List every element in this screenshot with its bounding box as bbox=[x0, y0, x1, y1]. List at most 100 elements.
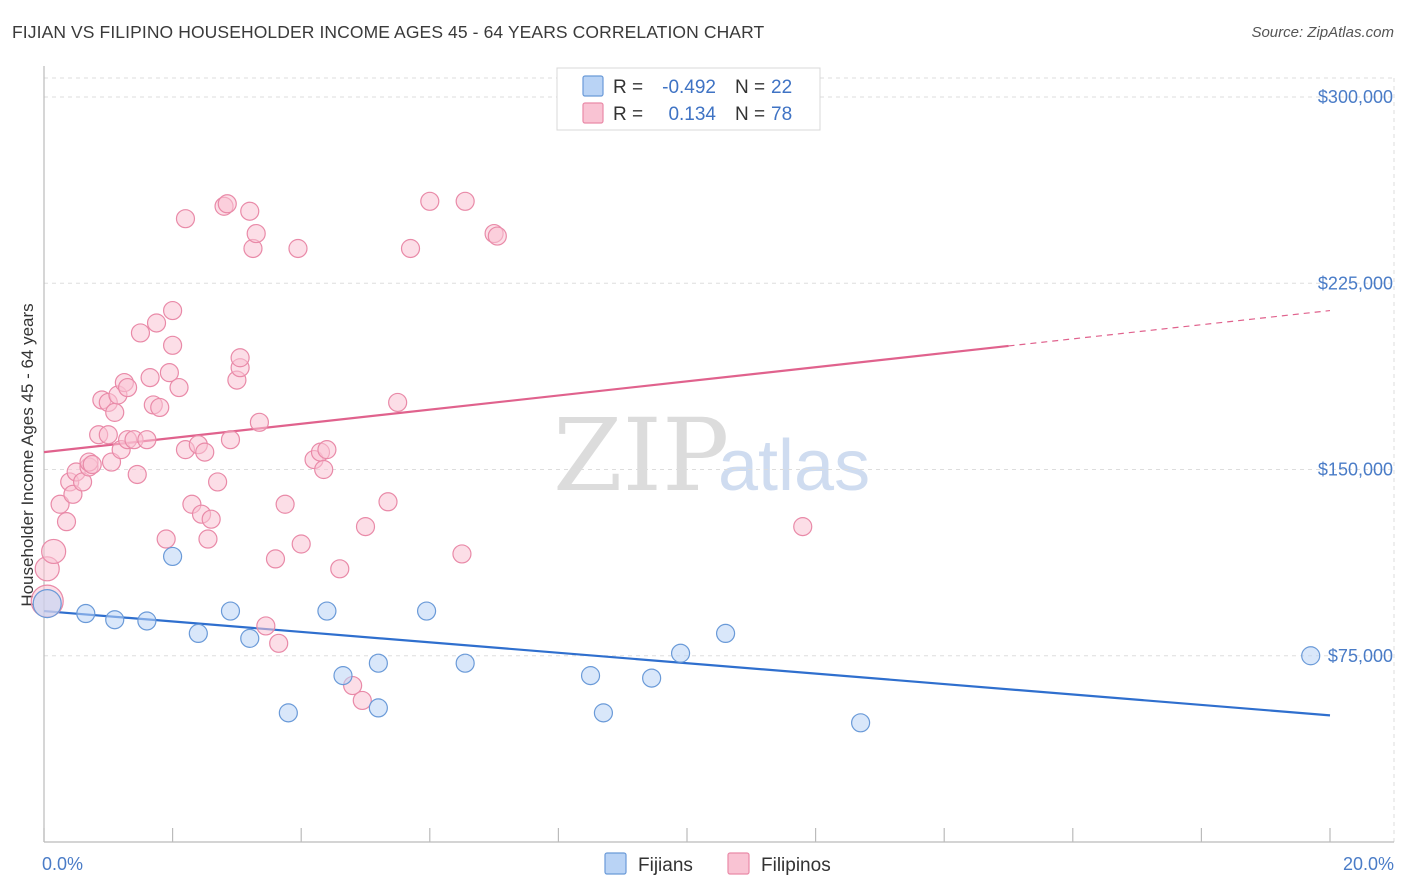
point-filipinos bbox=[317, 440, 337, 460]
point-fijians bbox=[163, 546, 183, 567]
point-filipinos bbox=[352, 690, 372, 711]
point-filipinos bbox=[198, 529, 218, 549]
x-tick-labels: 0.0% 20.0% bbox=[42, 854, 1394, 874]
point-fijians bbox=[105, 610, 125, 630]
chart-source: Source: ZipAtlas.com bbox=[1251, 24, 1394, 41]
point-filipinos bbox=[137, 430, 157, 450]
point-filipinos bbox=[220, 430, 241, 450]
point-fijians bbox=[317, 601, 337, 621]
x-tick-label: 0.0% bbox=[42, 854, 83, 874]
point-fijians bbox=[642, 668, 662, 688]
point-filipinos bbox=[355, 517, 376, 537]
y-axis-label: Householder Income Ages 45 - 64 years bbox=[18, 303, 37, 606]
legend-swatch-filipinos bbox=[727, 852, 750, 875]
stats-swatch-fijians bbox=[582, 75, 604, 97]
y-tick-labels: $75,000 $150,000 $225,000 $300,000 bbox=[1318, 87, 1393, 666]
point-filipinos bbox=[246, 223, 266, 244]
legend-label-filipinos: Filipinos bbox=[761, 855, 831, 876]
point-fijians bbox=[455, 653, 475, 673]
bottom-legend: Fijians Filipinos bbox=[604, 852, 831, 876]
watermark-zip: ZIP bbox=[553, 397, 729, 514]
point-filipinos bbox=[169, 377, 189, 398]
point-filipinos bbox=[265, 549, 286, 569]
trendline-filipinos-dashed bbox=[1008, 309, 1331, 347]
stats-r-label: R = bbox=[613, 77, 643, 98]
point-fijians bbox=[580, 666, 601, 686]
point-filipinos bbox=[163, 335, 183, 355]
point-filipinos bbox=[105, 402, 125, 422]
point-filipinos bbox=[275, 494, 295, 514]
stats-r-label: R = bbox=[613, 104, 643, 125]
point-fijians bbox=[32, 588, 62, 619]
point-filipinos bbox=[56, 512, 77, 532]
point-filipinos bbox=[159, 363, 179, 383]
point-filipinos bbox=[208, 472, 228, 492]
point-fijians bbox=[240, 628, 260, 648]
y-tick-label: $75,000 bbox=[1328, 646, 1393, 666]
legend-label-fijians: Fijians bbox=[638, 855, 693, 876]
point-filipinos bbox=[388, 392, 408, 413]
stats-r-value: -0.492 bbox=[662, 77, 716, 98]
data-points bbox=[30, 191, 1321, 733]
point-filipinos bbox=[455, 191, 475, 211]
point-fijians bbox=[368, 653, 388, 673]
point-filipinos bbox=[314, 459, 334, 480]
point-fijians bbox=[188, 623, 208, 644]
stats-n-label: N = bbox=[735, 77, 765, 98]
stats-n-label: N = bbox=[735, 104, 765, 125]
trendline-filipinos bbox=[43, 344, 1009, 454]
point-filipinos bbox=[452, 544, 472, 564]
point-fijians bbox=[1301, 646, 1321, 666]
point-filipinos bbox=[201, 509, 221, 529]
point-filipinos bbox=[127, 464, 147, 485]
point-filipinos bbox=[98, 425, 118, 445]
point-filipinos bbox=[256, 616, 276, 636]
point-filipinos bbox=[249, 412, 270, 432]
point-filipinos bbox=[117, 377, 138, 398]
point-filipinos bbox=[130, 323, 151, 343]
watermark: ZIP atlas bbox=[553, 397, 870, 514]
point-fijians bbox=[278, 703, 298, 723]
point-filipinos bbox=[163, 300, 183, 321]
point-fijians bbox=[851, 713, 871, 733]
point-fijians bbox=[368, 698, 388, 718]
point-filipinos bbox=[330, 559, 350, 579]
point-fijians bbox=[220, 601, 241, 621]
axes bbox=[43, 66, 1394, 843]
point-fijians bbox=[715, 623, 736, 644]
point-filipinos bbox=[420, 191, 440, 211]
trendline-fijians bbox=[43, 609, 1331, 717]
point-fijians bbox=[137, 611, 157, 631]
stats-legend-box: R = -0.492 N = 22 R = 0.134 N = 78 bbox=[556, 67, 821, 131]
stats-r-value: 0.134 bbox=[668, 104, 716, 125]
point-filipinos bbox=[146, 313, 167, 333]
legend-swatch-fijians bbox=[604, 852, 627, 875]
point-filipinos bbox=[82, 454, 102, 475]
point-filipinos bbox=[150, 397, 170, 418]
point-fijians bbox=[333, 666, 353, 686]
point-filipinos bbox=[400, 238, 421, 259]
point-filipinos bbox=[487, 226, 507, 246]
chart-title: FIJIAN VS FILIPINO HOUSEHOLDER INCOME AG… bbox=[12, 22, 765, 42]
watermark-atlas: atlas bbox=[718, 426, 870, 506]
y-tick-label: $150,000 bbox=[1318, 460, 1393, 480]
point-filipinos bbox=[41, 538, 67, 565]
point-filipinos bbox=[140, 368, 160, 388]
point-filipinos bbox=[291, 534, 311, 554]
x-tick-label: 20.0% bbox=[1343, 854, 1394, 874]
point-filipinos bbox=[230, 348, 250, 368]
point-filipinos bbox=[195, 442, 215, 462]
point-fijians bbox=[416, 601, 437, 621]
y-tick-label: $300,000 bbox=[1318, 87, 1393, 107]
point-filipinos bbox=[288, 238, 308, 259]
point-fijians bbox=[76, 603, 96, 624]
point-filipinos bbox=[175, 209, 196, 229]
point-filipinos bbox=[269, 633, 289, 653]
stats-n-value: 22 bbox=[771, 77, 792, 98]
point-filipinos bbox=[156, 529, 176, 549]
point-fijians bbox=[593, 703, 614, 723]
y-tick-label: $225,000 bbox=[1318, 273, 1393, 293]
point-filipinos bbox=[50, 494, 70, 514]
point-filipinos bbox=[240, 201, 260, 221]
